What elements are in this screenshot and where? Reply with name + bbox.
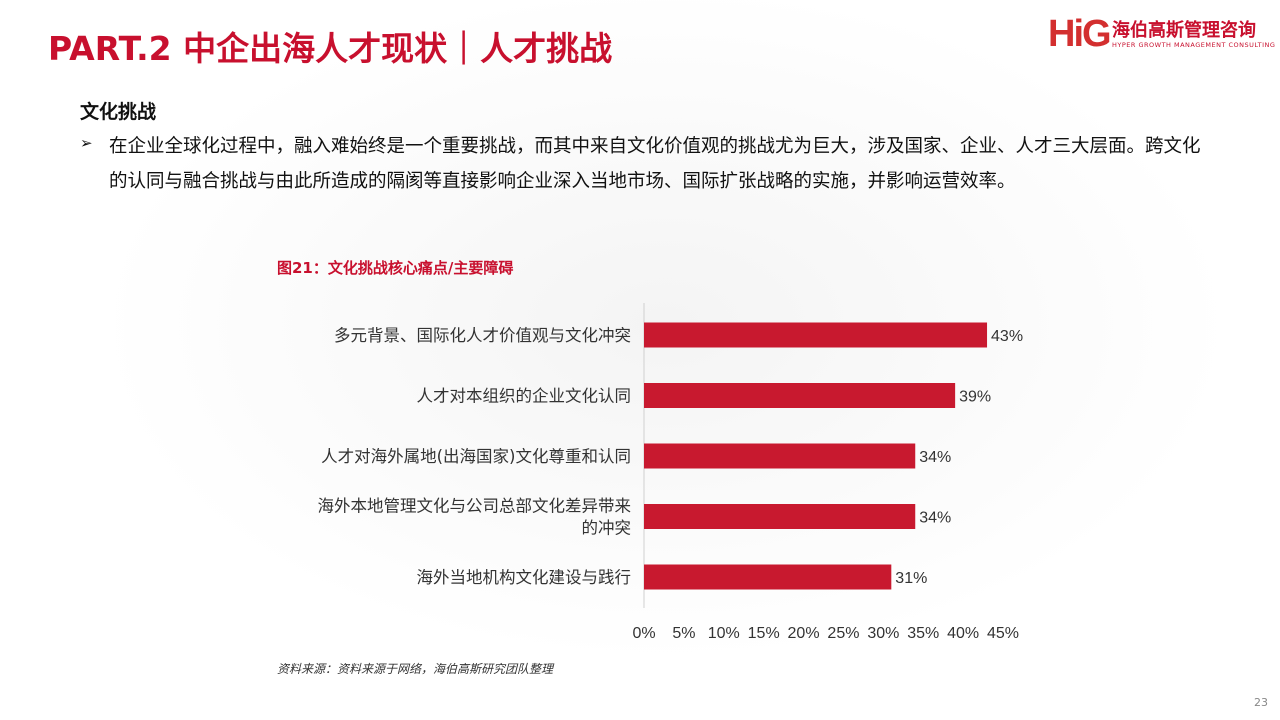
category-label-4-line-2: 的冲突 — [582, 519, 632, 538]
x-tick-label-7: 30% — [867, 625, 899, 642]
category-label-5: 海外当地机构文化建设与践行 — [417, 568, 632, 587]
page-title: PART.2 中企出海人才现状｜人才挑战 — [48, 29, 613, 68]
bar-value-label-3: 34% — [919, 449, 951, 466]
bar-5 — [644, 564, 892, 590]
x-tick-label-3: 10% — [708, 625, 740, 642]
x-tick-label-5: 20% — [788, 625, 820, 642]
page-number: 23 — [1254, 696, 1268, 709]
logo-mark: HiG — [1048, 13, 1112, 55]
bar-value-label-4: 34% — [919, 510, 951, 527]
category-label-1: 多元背景、国际化人才价值观与文化冲突 — [334, 326, 631, 345]
bar-value-label-2: 39% — [959, 389, 991, 406]
x-tick-label-6: 25% — [827, 625, 859, 642]
chart-title: 图21：文化挑战核心痛点/主要障碍 — [277, 259, 514, 277]
bar-4 — [644, 504, 916, 529]
x-tick-label-9: 40% — [947, 625, 979, 642]
bar-3 — [644, 443, 916, 469]
category-label-4-line-1: 海外本地管理文化与公司总部文化差异带来 — [318, 497, 632, 516]
x-tick-label-8: 35% — [907, 625, 939, 642]
bar-1 — [644, 322, 988, 348]
x-tick-label-2: 5% — [672, 625, 695, 642]
arrow-bullet-icon: ➢ — [80, 134, 93, 152]
bar-2 — [644, 383, 956, 408]
company-logo: HiG 海伯高斯管理咨询 HYPER GROWTH MANAGEMENT CON… — [1048, 13, 1275, 55]
x-tick-label-10: 45% — [987, 625, 1019, 642]
bullet-paragraph: 在企业全球化过程中，融入难始终是一个重要挑战，而其中来自文化价值观的挑战尤为巨大… — [109, 136, 1201, 192]
category-label-2: 人才对本组织的企业文化认同 — [417, 387, 632, 406]
x-tick-label-4: 15% — [748, 625, 780, 642]
x-tick-label-1: 0% — [632, 625, 655, 642]
logo-name-cn: 海伯高斯管理咨询 — [1112, 20, 1256, 41]
category-label-3: 人才对海外属地(出海国家)文化尊重和认同 — [321, 447, 631, 466]
section-heading: 文化挑战 — [80, 101, 157, 123]
bar-value-label-5: 31% — [895, 570, 927, 587]
source-note: 资料来源：资料来源于网络，海伯高斯研究团队整理 — [277, 662, 554, 676]
bar-value-label-1: 43% — [991, 328, 1023, 345]
logo-name-en: HYPER GROWTH MANAGEMENT CONSULTING — [1112, 41, 1276, 49]
